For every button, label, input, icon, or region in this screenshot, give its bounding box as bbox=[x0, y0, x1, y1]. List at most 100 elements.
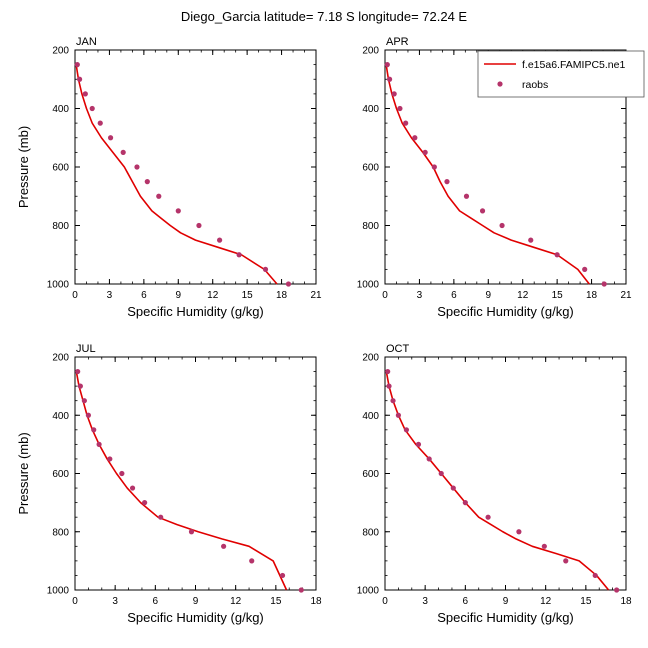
x-axis-title: Specific Humidity (g/kg) bbox=[127, 610, 264, 625]
raobs-point bbox=[107, 456, 113, 462]
raobs-point bbox=[81, 398, 87, 404]
raobs-point bbox=[614, 587, 620, 593]
raobs-point bbox=[450, 485, 456, 491]
raobs-point bbox=[82, 91, 88, 97]
raobs-point bbox=[188, 529, 195, 535]
model-line bbox=[385, 371, 610, 591]
raobs-point bbox=[221, 543, 227, 549]
x-tick-label: 3 bbox=[417, 290, 423, 301]
legend: f.e15a6.FAMIPC5.ne1 raobs bbox=[477, 50, 645, 98]
x-tick-label: 12 bbox=[540, 596, 552, 607]
y-tick-label: 200 bbox=[52, 353, 69, 364]
x-tick-label: 12 bbox=[207, 290, 219, 301]
raobs-point bbox=[463, 193, 470, 199]
raobs-point bbox=[217, 237, 223, 243]
raobs-point bbox=[134, 164, 140, 170]
x-tick-label: 0 bbox=[72, 596, 78, 607]
raobs-point bbox=[107, 135, 114, 141]
raobs-point bbox=[541, 543, 547, 549]
raobs-point bbox=[196, 222, 202, 229]
legend-dot-swatch bbox=[497, 81, 503, 87]
raobs-point bbox=[403, 120, 409, 126]
x-tick-label: 3 bbox=[112, 596, 118, 607]
x-tick-label: 15 bbox=[580, 596, 592, 607]
model-line bbox=[75, 64, 278, 285]
raobs-point bbox=[74, 62, 80, 68]
raobs-point bbox=[285, 281, 292, 287]
x-tick-label: 15 bbox=[270, 596, 282, 607]
x-tick-label: 18 bbox=[586, 290, 598, 301]
model-line bbox=[75, 371, 288, 591]
model-line bbox=[385, 64, 590, 285]
raobs-point bbox=[415, 441, 422, 447]
raobs-point bbox=[412, 135, 418, 141]
raobs-point bbox=[89, 105, 95, 112]
y-tick-label: 400 bbox=[362, 411, 379, 422]
x-axis-title: Specific Humidity (g/kg) bbox=[127, 304, 264, 319]
raobs-point bbox=[142, 500, 148, 506]
raobs-point bbox=[249, 558, 255, 564]
legend-obs-label: raobs bbox=[522, 79, 548, 91]
x-tick-label: 6 bbox=[153, 596, 159, 607]
raobs-point bbox=[395, 412, 401, 418]
x-tick-label: 6 bbox=[141, 290, 147, 301]
y-tick-label: 1000 bbox=[47, 586, 70, 597]
raobs-point bbox=[528, 237, 534, 243]
x-tick-label: 15 bbox=[552, 290, 564, 301]
panel-apr: APR 0 3 6 9 12 15 18 21 200 400 600 800 1000 Specific … bbox=[357, 36, 632, 319]
legend-model-label: f.e15a6.FAMIPC5.ne1 bbox=[522, 59, 625, 71]
x-tick-label: 12 bbox=[517, 290, 529, 301]
x-tick-label: 21 bbox=[310, 290, 322, 301]
raobs-point bbox=[426, 456, 432, 462]
y-tick-label: 800 bbox=[362, 221, 379, 232]
raobs-point bbox=[119, 470, 125, 477]
x-tick-label: 9 bbox=[193, 596, 199, 607]
panel-jan: JAN 0 3 6 9 12 15 18 21 200 400 600 800 1000 Specific … bbox=[16, 36, 322, 319]
raobs-point bbox=[386, 383, 392, 389]
x-tick-label: 6 bbox=[463, 596, 469, 607]
x-tick-label: 12 bbox=[230, 596, 242, 607]
raobs-point bbox=[129, 485, 136, 491]
x-tick-label: 9 bbox=[503, 596, 509, 607]
y-tick-label: 200 bbox=[362, 46, 379, 57]
plot-frame bbox=[74, 356, 317, 591]
y-tick-label: 600 bbox=[362, 163, 379, 174]
raobs-point bbox=[385, 368, 391, 375]
raobs-point bbox=[563, 558, 569, 564]
y-tick-label: 200 bbox=[52, 46, 69, 57]
x-tick-label: 15 bbox=[242, 290, 254, 301]
raobs-point bbox=[262, 266, 269, 272]
raobs-point bbox=[386, 76, 393, 82]
panel-oct: OCT 0 3 6 9 12 15 18 200 400 600 800 1000 Specific Hu… bbox=[357, 343, 632, 625]
raobs-point bbox=[85, 412, 91, 418]
x-tick-label: 0 bbox=[72, 290, 78, 301]
raobs-point bbox=[438, 470, 444, 477]
raobs-point bbox=[91, 427, 97, 433]
figure-title: Diego_Garcia latitude= 7.18 S longitude=… bbox=[181, 9, 468, 24]
y-tick-label: 800 bbox=[362, 527, 379, 538]
raobs-point bbox=[236, 252, 242, 258]
raobs-point bbox=[96, 441, 102, 447]
y-tick-label: 800 bbox=[52, 527, 69, 538]
y-axis-title: Pressure (mb) bbox=[16, 126, 31, 208]
raobs-point bbox=[516, 529, 522, 535]
raobs-point bbox=[156, 193, 162, 199]
y-tick-label: 800 bbox=[52, 221, 69, 232]
raobs-point bbox=[582, 266, 588, 272]
raobs-point bbox=[77, 383, 83, 389]
legend-box bbox=[477, 50, 645, 98]
x-tick-label: 0 bbox=[382, 290, 388, 301]
panel-label: JAN bbox=[76, 36, 97, 48]
raobs-point bbox=[422, 149, 428, 155]
y-tick-label: 1000 bbox=[357, 280, 380, 291]
x-tick-label: 9 bbox=[486, 290, 492, 301]
x-axis-title: Specific Humidity (g/kg) bbox=[437, 304, 574, 319]
y-tick-label: 400 bbox=[52, 411, 69, 422]
plot-frame bbox=[384, 356, 627, 591]
x-tick-label: 18 bbox=[620, 596, 632, 607]
y-axis-title: Pressure (mb) bbox=[16, 432, 31, 514]
raobs-point bbox=[75, 368, 81, 375]
raobs-point bbox=[499, 222, 505, 229]
x-tick-label: 3 bbox=[422, 596, 428, 607]
